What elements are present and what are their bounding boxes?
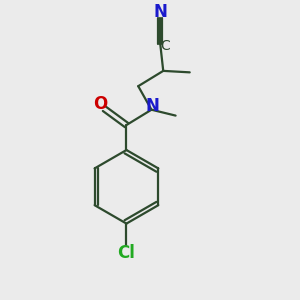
Text: O: O bbox=[93, 95, 107, 113]
Text: N: N bbox=[145, 97, 159, 115]
Text: N: N bbox=[153, 3, 167, 21]
Text: C: C bbox=[161, 39, 170, 53]
Text: Cl: Cl bbox=[118, 244, 135, 262]
